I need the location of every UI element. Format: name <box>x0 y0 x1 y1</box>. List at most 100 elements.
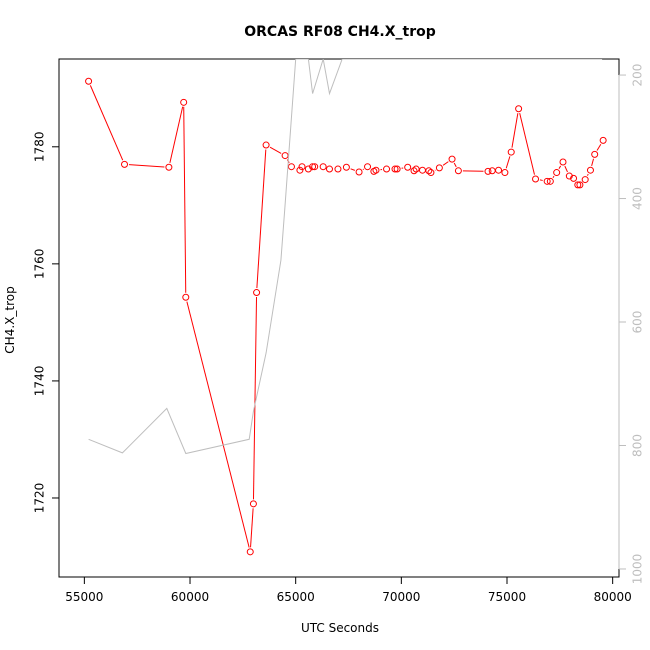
series-segment <box>362 168 364 171</box>
series-segment <box>350 168 356 171</box>
chart-title: ORCAS RF08 CH4.X_trop <box>244 24 436 40</box>
right-y-tick-label: 800 <box>631 434 645 457</box>
data-point <box>342 163 350 171</box>
y-tick-label: 1760 <box>33 249 47 280</box>
x-tick-label: 80000 <box>594 590 632 604</box>
x-axis-label: UTC Seconds <box>301 621 379 635</box>
data-point <box>495 166 503 174</box>
data-point <box>383 165 391 173</box>
data-point <box>591 150 599 158</box>
data-point <box>570 174 578 182</box>
data-point <box>182 293 190 301</box>
data-point <box>262 141 270 149</box>
data-point <box>309 163 317 171</box>
data-point <box>319 163 327 171</box>
series-segment <box>596 143 602 151</box>
data-point <box>391 165 399 173</box>
series-segment <box>591 158 595 166</box>
x-tick-label: 60000 <box>171 590 209 604</box>
data-point <box>355 168 363 176</box>
data-point <box>253 289 261 297</box>
data-point <box>393 165 401 173</box>
x-tick-label: 70000 <box>382 590 420 604</box>
data-point <box>325 165 333 173</box>
data-point <box>298 163 306 171</box>
data-point <box>515 105 523 113</box>
data-point <box>311 163 319 171</box>
data-point <box>249 500 257 508</box>
right-y-tick-label: 400 <box>631 187 645 210</box>
data-point <box>507 148 515 156</box>
data-point <box>546 177 554 185</box>
plot-frame <box>58 58 620 578</box>
right-y-tick-label: 600 <box>631 311 645 334</box>
series-line <box>88 59 603 455</box>
series-segment <box>252 297 258 500</box>
data-point <box>586 166 594 174</box>
right-y-tick-label: 1000 <box>631 554 645 585</box>
series-segment <box>169 106 184 164</box>
x-tick-label: 75000 <box>488 590 526 604</box>
y-tick-label: 1720 <box>33 483 47 514</box>
data-point <box>412 165 420 173</box>
right-y-axis: 200 400 600 800 1000 <box>618 64 645 585</box>
y-tick-label: 1740 <box>33 366 47 397</box>
series-segment <box>564 165 568 173</box>
series-segment <box>558 165 562 169</box>
data-point <box>599 136 607 144</box>
data-point <box>287 163 295 171</box>
data-point <box>296 166 304 174</box>
series-segment <box>453 162 457 168</box>
data-point <box>576 181 584 189</box>
data-point <box>427 169 435 177</box>
data-point <box>488 167 496 175</box>
data-point <box>454 167 462 175</box>
series-segment <box>511 113 519 148</box>
y-axis-label: CH4.X_trop <box>3 286 17 353</box>
series-0 <box>85 77 607 556</box>
data-point <box>543 177 551 185</box>
x-axis: 55000 60000 65000 70000 75000 80000 <box>65 576 632 604</box>
data-point <box>581 176 589 184</box>
data-point <box>418 166 426 174</box>
data-point <box>180 98 188 106</box>
series-layer <box>85 59 607 556</box>
data-point <box>574 181 582 189</box>
data-point <box>448 155 456 163</box>
data-point <box>532 175 540 183</box>
data-point <box>553 169 561 177</box>
series-segment <box>505 156 511 169</box>
x-tick-label: 65000 <box>277 590 315 604</box>
data-point <box>85 77 93 85</box>
data-point <box>559 158 567 166</box>
data-point <box>435 164 443 172</box>
data-point <box>372 166 380 174</box>
y-tick-label: 1780 <box>33 132 47 163</box>
series-segment <box>269 146 282 154</box>
data-point <box>501 169 509 177</box>
y-axis: 1720 1740 1760 1780 <box>33 132 60 514</box>
series-segment <box>552 175 555 178</box>
x-tick-label: 55000 <box>65 590 103 604</box>
series-segment <box>442 161 449 166</box>
series-segment <box>256 149 267 289</box>
series-segment <box>128 164 165 168</box>
right-y-tick-label: 200 <box>631 64 645 87</box>
series-segment <box>539 179 543 181</box>
series-segment <box>89 85 124 161</box>
series-1 <box>88 59 603 455</box>
data-point <box>246 548 254 556</box>
series-segment <box>250 508 254 548</box>
data-point <box>425 167 433 175</box>
data-point <box>404 163 412 171</box>
data-point <box>334 165 342 173</box>
series-segment <box>586 173 589 176</box>
data-point <box>281 152 289 160</box>
data-point <box>364 163 372 171</box>
series-segment <box>183 106 187 293</box>
data-point <box>484 167 492 175</box>
data-point <box>165 163 173 171</box>
data-point <box>121 160 129 168</box>
series-segment <box>186 301 250 548</box>
